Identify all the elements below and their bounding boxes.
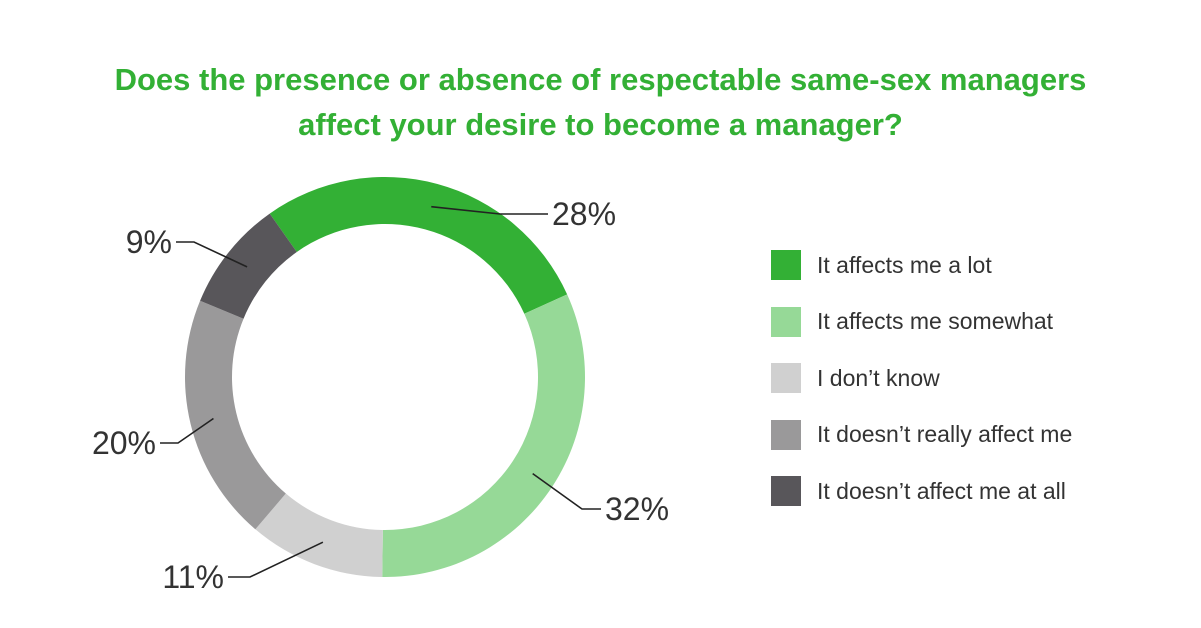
legend-swatch <box>771 419 801 450</box>
donut-slice <box>255 493 383 577</box>
callout-line <box>532 472 601 510</box>
donut-slice <box>200 213 297 319</box>
legend-swatch <box>771 250 801 280</box>
donut-slice <box>269 177 568 314</box>
legend-item: It doesn’t really affect me <box>771 419 1073 450</box>
legend-label: It doesn’t affect me at all <box>817 477 1066 504</box>
slice-percent-label: 11% <box>162 559 224 595</box>
legend-label: It affects me somewhat <box>817 308 1054 334</box>
slice-percent-label: 32% <box>605 491 669 527</box>
legend-item: It affects me somewhat <box>771 306 1072 337</box>
callout-line <box>176 241 248 268</box>
legend: It affects me a lot It affects me somewh… <box>771 250 1072 533</box>
donut-slice <box>185 300 286 530</box>
legend-swatch <box>771 363 801 393</box>
legend-label: I don’t know <box>817 364 940 391</box>
callout-line <box>228 541 324 578</box>
chart-title-line-1: Does the presence or absence of respecta… <box>114 62 1087 97</box>
legend-label: It affects me a lot <box>817 251 992 278</box>
donut-slice <box>382 294 585 577</box>
chart-title-line-2: affect your desire to become a manager? <box>298 107 903 142</box>
slice-percent-label: 28% <box>552 196 616 232</box>
legend-swatch <box>771 306 801 337</box>
legend-item: I don’t know <box>771 363 1072 393</box>
legend-swatch <box>771 476 801 506</box>
callout-line <box>431 205 548 215</box>
legend-item: It doesn’t affect me at all <box>771 476 1072 506</box>
chart-title: Does the presence or absence of respecta… <box>0 57 1201 147</box>
callout-line <box>160 417 214 444</box>
slice-percent-label: 20% <box>92 425 156 461</box>
legend-item: It affects me a lot <box>771 250 1072 280</box>
legend-label: It doesn’t really affect me <box>817 421 1073 447</box>
slice-percent-label: 9% <box>126 224 172 260</box>
